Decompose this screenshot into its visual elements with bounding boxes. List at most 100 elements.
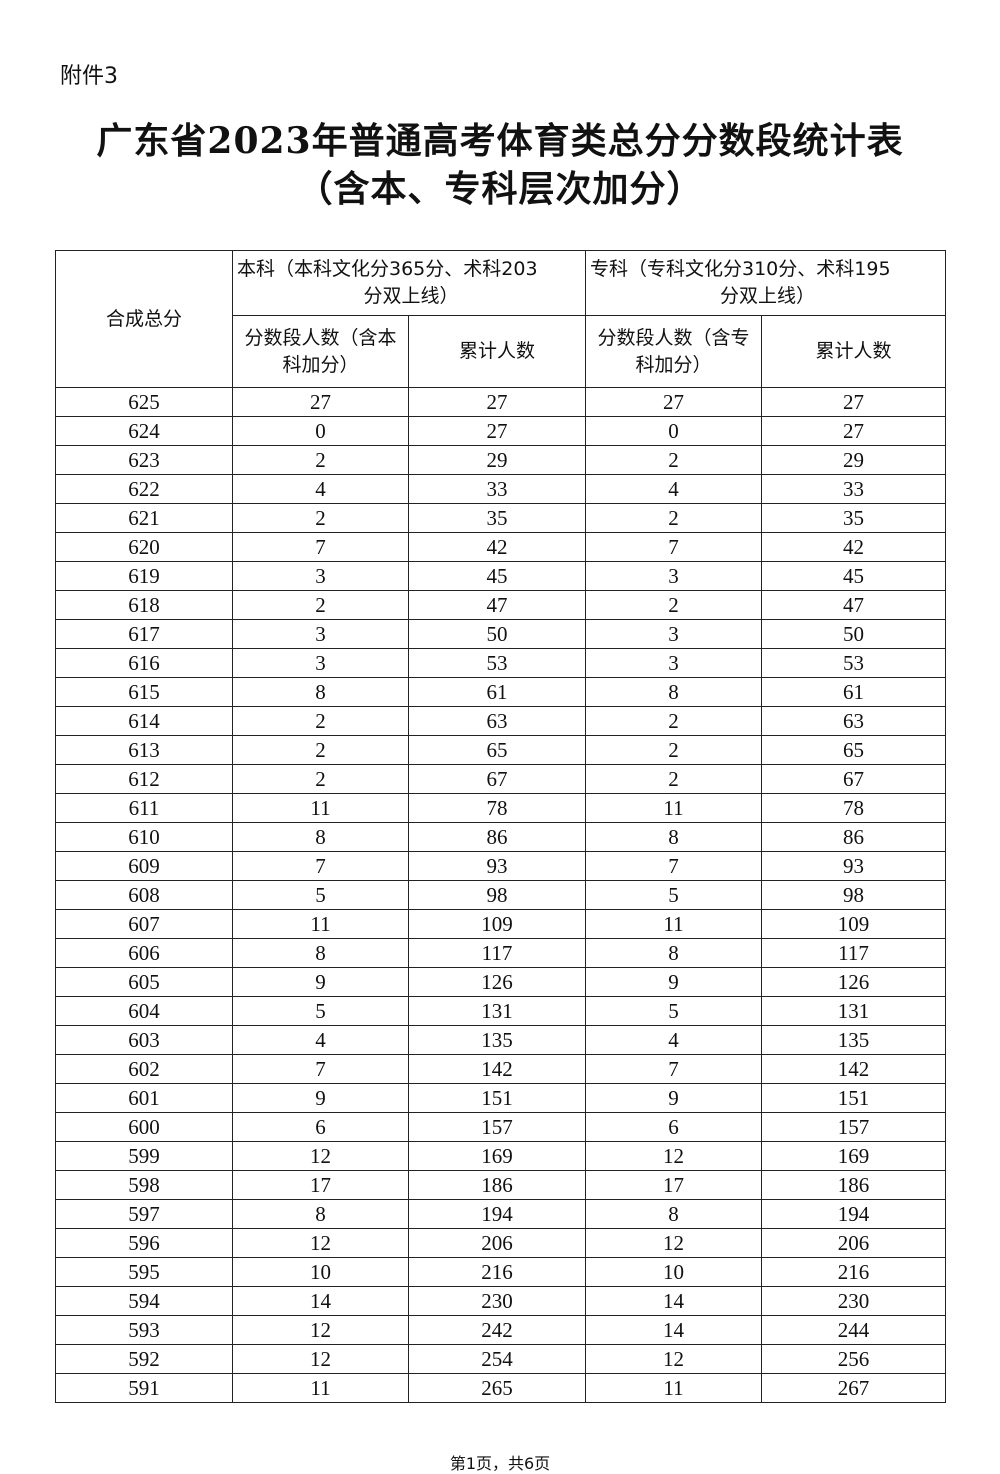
zhuanke-cumulative-cell: 45 — [761, 561, 946, 591]
zhuanke-count-cell: 14 — [585, 1286, 762, 1316]
table-row: 616 3 53 3 53 — [55, 648, 946, 678]
zhuanke-cumulative-cell: 135 — [761, 1025, 946, 1055]
benke-cumulative-cell: 206 — [408, 1228, 586, 1258]
benke-count-cell: 11 — [232, 793, 409, 823]
header-benke-cumulative: 累计人数 — [408, 315, 586, 388]
zhuanke-count-cell: 11 — [585, 1373, 762, 1403]
header-benke-count: 分数段人数（含本科加分） — [232, 315, 409, 388]
zhuanke-cumulative-cell: 50 — [761, 619, 946, 649]
zhuanke-count-cell: 5 — [585, 996, 762, 1026]
benke-count-cell: 12 — [232, 1344, 409, 1374]
benke-cumulative-cell: 98 — [408, 880, 586, 910]
total-score-cell: 624 — [55, 416, 233, 446]
zhuanke-cumulative-cell: 53 — [761, 648, 946, 678]
zhuanke-cumulative-cell: 267 — [761, 1373, 946, 1403]
header-zhuanke-count: 分数段人数（含专科加分） — [585, 315, 762, 388]
table-row: 610 8 86 8 86 — [55, 822, 946, 852]
zhuanke-count-cell: 3 — [585, 648, 762, 678]
total-score-cell: 594 — [55, 1286, 233, 1316]
total-score-cell: 606 — [55, 938, 233, 968]
benke-count-cell: 17 — [232, 1170, 409, 1200]
benke-cumulative-cell: 142 — [408, 1054, 586, 1084]
table-row: 594 14 230 14 230 — [55, 1286, 946, 1316]
zhuanke-cumulative-cell: 65 — [761, 735, 946, 765]
zhuanke-count-cell: 2 — [585, 706, 762, 736]
benke-cumulative-cell: 50 — [408, 619, 586, 649]
table-row: 600 6 157 6 157 — [55, 1112, 946, 1142]
zhuanke-cumulative-cell: 29 — [761, 445, 946, 475]
benke-cumulative-cell: 117 — [408, 938, 586, 968]
table-row: 620 7 42 7 42 — [55, 532, 946, 562]
table-row: 623 2 29 2 29 — [55, 445, 946, 475]
total-score-cell: 613 — [55, 735, 233, 765]
header-group-benke: 本科（本科文化分365分、术科203 分双上线） — [232, 250, 586, 316]
benke-count-cell: 11 — [232, 1373, 409, 1403]
benke-count-cell: 5 — [232, 880, 409, 910]
zhuanke-cumulative-cell: 131 — [761, 996, 946, 1026]
page-title: 广东省2023年普通高考体育类总分分数段统计表 — [96, 120, 904, 162]
zhuanke-count-cell: 8 — [585, 822, 762, 852]
total-score-cell: 609 — [55, 851, 233, 881]
zhuanke-count-cell: 3 — [585, 561, 762, 591]
benke-cumulative-cell: 65 — [408, 735, 586, 765]
benke-count-cell: 7 — [232, 851, 409, 881]
benke-count-cell: 7 — [232, 1054, 409, 1084]
zhuanke-count-cell: 6 — [585, 1112, 762, 1142]
zhuanke-cumulative-cell: 63 — [761, 706, 946, 736]
benke-cumulative-cell: 47 — [408, 590, 586, 620]
benke-count-cell: 8 — [232, 677, 409, 707]
zhuanke-count-cell: 4 — [585, 474, 762, 504]
total-score-cell: 595 — [55, 1257, 233, 1287]
benke-count-cell: 12 — [232, 1228, 409, 1258]
group-zhuanke-line1: 专科（专科文化分310分、术科195 — [590, 258, 891, 280]
benke-cumulative-cell: 63 — [408, 706, 586, 736]
zhuanke-count-cell: 11 — [585, 909, 762, 939]
benke-cumulative-cell: 186 — [408, 1170, 586, 1200]
header-zhuanke-cumulative: 累计人数 — [761, 315, 946, 388]
zhuanke-cumulative-cell: 98 — [761, 880, 946, 910]
zhuanke-count-cell: 3 — [585, 619, 762, 649]
benke-count-cell: 5 — [232, 996, 409, 1026]
total-score-cell: 597 — [55, 1199, 233, 1229]
table-row: 613 2 65 2 65 — [55, 735, 946, 765]
zhuanke-cumulative-cell: 256 — [761, 1344, 946, 1374]
table-row: 618 2 47 2 47 — [55, 590, 946, 620]
zhuanke-count-cell: 10 — [585, 1257, 762, 1287]
benke-count-cell: 8 — [232, 1199, 409, 1229]
zhuanke-cumulative-cell: 206 — [761, 1228, 946, 1258]
benke-count-cell: 4 — [232, 1025, 409, 1055]
table-row: 605 9 126 9 126 — [55, 967, 946, 997]
zhuanke-count-cell: 12 — [585, 1344, 762, 1374]
page-subtitle: （含本、专科层次加分） — [296, 168, 704, 210]
table-row: 606 8 117 8 117 — [55, 938, 946, 968]
benke-cumulative-cell: 126 — [408, 967, 586, 997]
header-group-zhuanke: 专科（专科文化分310分、术科195 分双上线） — [585, 250, 946, 316]
table-row: 592 12 254 12 256 — [55, 1344, 946, 1374]
total-score-cell: 596 — [55, 1228, 233, 1258]
benke-cumulative-cell: 27 — [408, 387, 586, 417]
table-row: 615 8 61 8 61 — [55, 677, 946, 707]
total-score-cell: 604 — [55, 996, 233, 1026]
benke-count-cell: 3 — [232, 561, 409, 591]
table-row: 611 11 78 11 78 — [55, 793, 946, 823]
zhuanke-cumulative-cell: 169 — [761, 1141, 946, 1171]
total-score-cell: 622 — [55, 474, 233, 504]
benke-cumulative-cell: 93 — [408, 851, 586, 881]
zhuanke-count-cell: 11 — [585, 793, 762, 823]
zhuanke-cumulative-cell: 194 — [761, 1199, 946, 1229]
zhuanke-count-cell: 2 — [585, 503, 762, 533]
total-score-cell: 603 — [55, 1025, 233, 1055]
benke-count-cell: 6 — [232, 1112, 409, 1142]
group-benke-line2: 分双上线） — [363, 285, 459, 307]
benke-cumulative-cell: 35 — [408, 503, 586, 533]
zhuanke-count-cell: 9 — [585, 967, 762, 997]
benke-cumulative-cell: 29 — [408, 445, 586, 475]
benke-count-cell: 12 — [232, 1315, 409, 1345]
total-score-cell: 600 — [55, 1112, 233, 1142]
zhuanke-cumulative-cell: 67 — [761, 764, 946, 794]
zhuanke-cumulative-cell: 78 — [761, 793, 946, 823]
total-score-cell: 616 — [55, 648, 233, 678]
zhuanke-cumulative-cell: 61 — [761, 677, 946, 707]
zhuanke-cumulative-cell: 151 — [761, 1083, 946, 1113]
zhuanke-count-cell: 5 — [585, 880, 762, 910]
